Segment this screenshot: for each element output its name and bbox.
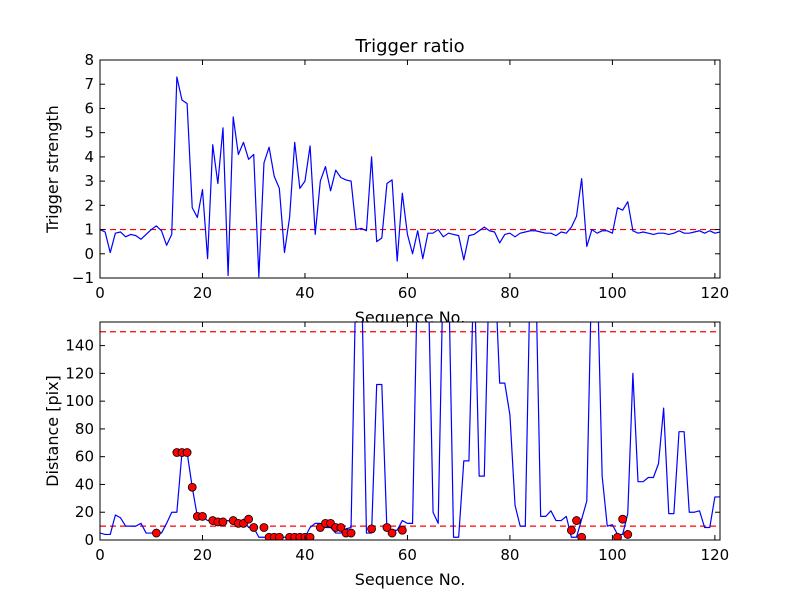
- marker-point: [244, 514, 253, 524]
- marker-point: [305, 532, 315, 540]
- y-tick-label: 120: [65, 364, 94, 382]
- marker-point: [151, 528, 161, 538]
- x-tick-label: 120: [701, 284, 730, 302]
- x-tick-label: 0: [95, 284, 105, 302]
- y-tick-label: 40: [75, 475, 94, 493]
- plot-content: [100, 322, 720, 540]
- plot-area: [100, 60, 720, 278]
- y-tick-label: 140: [65, 337, 94, 355]
- y-tick-label: 0: [84, 531, 94, 549]
- x-tick-label: 120: [701, 546, 730, 564]
- marker-point: [259, 523, 269, 532]
- plot-frame: [99, 59, 721, 279]
- y-tick-label: 100: [65, 392, 94, 410]
- marker-point: [274, 532, 284, 540]
- x-tick-label: 80: [500, 546, 519, 564]
- marker-point: [397, 525, 407, 535]
- x-tick-label: 80: [500, 284, 519, 302]
- y-tick-label: 60: [75, 448, 94, 466]
- marker-point: [336, 523, 346, 532]
- x-tick-label: 60: [398, 546, 417, 564]
- x-tick-label: 100: [598, 284, 627, 302]
- x-tick-label: 20: [193, 546, 212, 564]
- marker-point: [198, 511, 207, 521]
- plot-content: [100, 76, 720, 278]
- x-axis-label: Sequence No.: [355, 570, 466, 589]
- x-tick-label: 60: [398, 284, 417, 302]
- series-line: [100, 76, 720, 278]
- x-tick-label: 100: [598, 546, 627, 564]
- marker-point: [187, 482, 197, 492]
- distance-panel: 0 20 40 60 80 100 120 0 20 40 60 80 100 120 140 Sequenc…: [43, 321, 730, 589]
- y-tick-label: 80: [75, 420, 94, 438]
- y-tick-label: 3: [84, 172, 94, 190]
- marker-point: [623, 530, 633, 539]
- y-tick-label: 4: [84, 148, 94, 166]
- y-axis-label: Trigger strength: [43, 105, 62, 234]
- marker-point: [572, 516, 581, 525]
- y-tick-label: 8: [84, 51, 94, 69]
- y-tick-label: 1: [84, 221, 94, 239]
- y-tick-label: 7: [84, 75, 94, 93]
- marker-point: [346, 528, 356, 538]
- x-tick-label: 0: [95, 546, 105, 564]
- x-tick-label: 40: [295, 284, 314, 302]
- y-axis-label: Distance [pix]: [43, 375, 62, 487]
- marker-point: [567, 525, 576, 535]
- marker-point: [249, 523, 259, 532]
- plot-frame: [99, 321, 721, 541]
- marker-point: [387, 528, 397, 538]
- plot-area: [100, 322, 720, 540]
- y-tick-label: 20: [75, 503, 94, 521]
- y-tick-label: 5: [84, 124, 94, 142]
- marker-point: [218, 517, 228, 527]
- y-tick-label: 2: [84, 196, 94, 214]
- y-tick-label: −1: [72, 269, 94, 287]
- marker-point: [182, 448, 192, 457]
- marker-point: [367, 524, 376, 534]
- x-tick-label: 40: [295, 546, 314, 564]
- y-tick-label: 6: [84, 99, 94, 117]
- marker-point: [577, 532, 587, 540]
- marker-point: [613, 532, 622, 540]
- chart-title: Trigger ratio: [354, 36, 464, 57]
- x-tick-label: 20: [193, 284, 212, 302]
- y-tick-label: 0: [84, 245, 94, 263]
- marker-point: [618, 514, 628, 524]
- marker-point: [382, 523, 392, 532]
